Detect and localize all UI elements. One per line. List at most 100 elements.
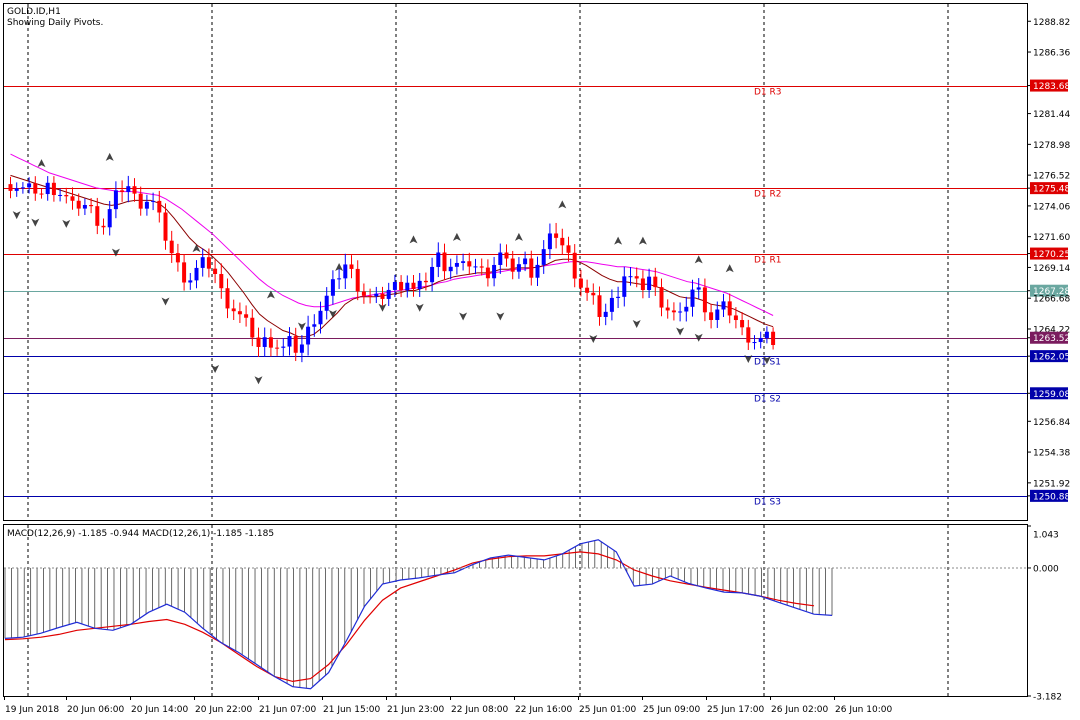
fractal-up-icon — [452, 232, 461, 241]
candle-body — [554, 233, 559, 238]
candle-body — [771, 331, 776, 345]
candle-body — [169, 240, 174, 254]
fractal-down-icon — [496, 312, 505, 321]
candle-body — [752, 342, 757, 344]
fractal-down-icon — [589, 334, 598, 343]
candle-body — [715, 309, 720, 320]
candle-body — [467, 261, 472, 267]
candle-body — [293, 336, 298, 353]
macd-tick-label: 0.000 — [1033, 564, 1059, 574]
fractal-down-icon — [161, 297, 170, 306]
candle-body — [702, 287, 707, 313]
candle-body — [219, 274, 224, 289]
fractal-up-icon — [694, 255, 703, 264]
pivots-subtitle: Showing Daily Pivots. — [7, 18, 103, 28]
ma-fast-line — [10, 174, 774, 338]
candle-body — [603, 311, 608, 317]
price-tag-label: 1259.08 — [1033, 390, 1070, 400]
candle-body — [485, 267, 490, 279]
candle-body — [138, 193, 143, 209]
candle-body — [361, 291, 366, 296]
candle-body — [51, 182, 56, 196]
fractal-up-icon — [638, 236, 647, 245]
candle-body — [324, 295, 329, 311]
candle-body — [690, 289, 695, 307]
time-tick-label: 20 Jun 14:00 — [131, 705, 188, 715]
pivot-label: D1 R2 — [754, 190, 782, 200]
candle-body — [256, 337, 261, 347]
time-axis: 19 Jun 2018 20 Jun 06:00 20 Jun 14:00 20 Ju… — [4, 696, 892, 715]
ma-slow-line — [10, 153, 774, 316]
pivot-label: D1 R1 — [754, 256, 782, 266]
fractal-down-icon — [694, 333, 703, 342]
pivot-label: D1 S3 — [754, 498, 781, 508]
candle-body — [374, 293, 379, 297]
time-tick-label: 26 Jun 02:00 — [771, 705, 828, 715]
candle-body — [82, 204, 87, 209]
price-tag-label: 1250.88 — [1033, 492, 1070, 502]
macd-tick-label: -3.182 — [1033, 693, 1062, 703]
candle-body — [399, 281, 404, 291]
fractal-up-icon — [409, 235, 418, 244]
candle-body — [684, 306, 689, 312]
candle-body — [312, 324, 317, 327]
candle-body — [213, 268, 218, 275]
candle-body — [163, 212, 168, 241]
candle-body — [76, 200, 81, 209]
symbol-label: GOLD.ID,H1 — [7, 7, 61, 17]
candle-body — [628, 276, 633, 278]
time-tick-label: 20 Jun 22:00 — [195, 705, 252, 715]
candle-body — [132, 186, 137, 194]
candle-body — [510, 258, 515, 272]
price-tick-label: 1281.44 — [1033, 110, 1070, 120]
price-tag — [1030, 387, 1068, 400]
price-tick-label: 1269.14 — [1033, 264, 1070, 274]
candle-body — [386, 289, 391, 299]
candle-body — [182, 262, 187, 283]
candle-body — [151, 200, 156, 202]
fractal-down-icon — [632, 319, 641, 328]
fractal-down-icon — [328, 309, 337, 318]
candle-body — [498, 252, 503, 265]
macd-tick-label: 1.043 — [1033, 531, 1059, 541]
time-tick-label: 21 Jun 15:00 — [323, 705, 380, 715]
candle-body — [188, 280, 193, 283]
candle-body — [740, 320, 745, 328]
pivot-label: D1 R3 — [754, 88, 782, 98]
candle-body — [268, 337, 273, 348]
candle-body — [647, 276, 652, 291]
candle-body — [70, 196, 75, 201]
fractal-down-icon — [62, 219, 71, 228]
candle-body — [678, 311, 683, 313]
candle-body — [585, 287, 590, 293]
price-tick-label: 1271.60 — [1033, 233, 1070, 243]
candle-body — [659, 287, 664, 308]
time-tick-label: 20 Jun 06:00 — [67, 705, 124, 715]
fractal-markers — [12, 152, 771, 385]
price-tag-label: 1262.05 — [1033, 353, 1070, 363]
candle-body — [14, 188, 19, 191]
candle-body — [281, 346, 286, 348]
candle-body — [696, 287, 701, 290]
price-tick-label: 1276.52 — [1033, 172, 1070, 182]
candle-body — [392, 281, 397, 290]
candle-body — [454, 262, 459, 267]
pivot-label: D1 S2 — [754, 395, 781, 405]
price-axis: 1288.82 1286.36 1283.68 1281.44 1278.98 1276.… — [1027, 18, 1070, 502]
time-tick-label: 22 Jun 08:00 — [451, 705, 508, 715]
price-tick-label: 1256.84 — [1033, 418, 1070, 428]
price-tick-label: 1288.82 — [1033, 18, 1070, 28]
candle-body — [262, 337, 267, 347]
candle-body — [175, 253, 180, 263]
fractal-down-icon — [744, 355, 753, 364]
candle-body — [45, 182, 50, 195]
candle-body — [529, 258, 534, 278]
price-tag — [1030, 489, 1068, 502]
fractal-up-icon — [558, 200, 567, 209]
fractal-down-icon — [211, 365, 220, 374]
candle-body — [634, 276, 639, 279]
candle-body — [206, 257, 211, 269]
candle-body — [231, 308, 236, 312]
